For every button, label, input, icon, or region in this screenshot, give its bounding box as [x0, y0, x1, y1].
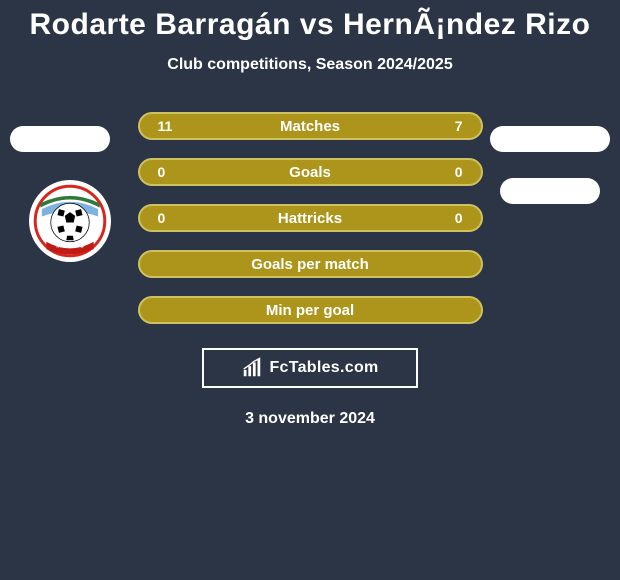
- stat-value-left: 0: [158, 210, 188, 226]
- stat-label: Matches: [188, 118, 433, 135]
- stat-row: 0Goals0: [138, 158, 483, 186]
- comparison-widget: Rodarte Barragán vs HernÃ¡ndez Rizo Club…: [0, 0, 620, 428]
- mineros-crest-icon: MINEROS: [33, 184, 107, 258]
- side-pill: [490, 126, 610, 152]
- stat-value-left: 11: [158, 118, 188, 134]
- club-badge: MINEROS: [29, 180, 111, 262]
- side-pill: [10, 126, 110, 152]
- stat-label: Goals: [188, 164, 433, 181]
- stat-value-right: 0: [433, 210, 463, 226]
- stat-row: Min per goal: [138, 296, 483, 324]
- stat-row: 0Hattricks0: [138, 204, 483, 232]
- bar-chart-icon: [241, 357, 263, 379]
- stat-label: Hattricks: [188, 210, 433, 227]
- stat-label: Goals per match: [158, 256, 463, 273]
- stat-value-left: 0: [158, 164, 188, 180]
- side-pill: [500, 178, 600, 204]
- subtitle: Club competitions, Season 2024/2025: [0, 56, 620, 74]
- brand-text: FcTables.com: [269, 359, 378, 377]
- date-line: 3 november 2024: [0, 410, 620, 428]
- stat-row: 11Matches7: [138, 112, 483, 140]
- stat-value-right: 0: [433, 164, 463, 180]
- brand-box[interactable]: FcTables.com: [202, 348, 418, 388]
- page-title: Rodarte Barragán vs HernÃ¡ndez Rizo: [0, 8, 620, 42]
- stat-row: Goals per match: [138, 250, 483, 278]
- svg-text:MINEROS: MINEROS: [56, 244, 84, 250]
- stat-value-right: 7: [433, 118, 463, 134]
- stat-label: Min per goal: [158, 302, 463, 319]
